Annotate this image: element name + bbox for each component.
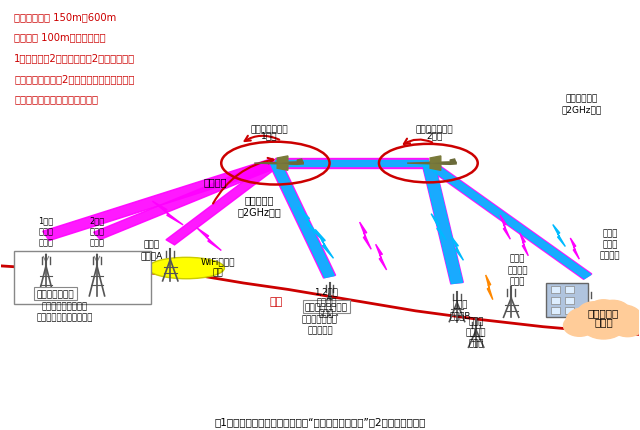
Text: 離着陸ポイント: 離着陸ポイント <box>36 289 74 298</box>
Text: あおば記念会館
付近を想定: あおば記念会館 付近を想定 <box>302 314 338 335</box>
Polygon shape <box>422 163 463 284</box>
Polygon shape <box>486 275 493 300</box>
Text: 通信用
地上局A: 通信用 地上局A <box>140 240 163 260</box>
Bar <box>565 287 573 294</box>
Polygon shape <box>424 161 592 280</box>
Polygon shape <box>297 160 303 164</box>
Text: 1機あるいは2機同時旋回（2機運用により: 1機あるいは2機同時旋回（2機運用により <box>14 53 135 63</box>
Text: メッシュ網: メッシュ網 <box>588 307 619 317</box>
Polygon shape <box>553 225 565 247</box>
Text: 小型無人航空機: 小型無人航空機 <box>250 125 288 134</box>
Text: 制御用通信
（2GHz帯）: 制御用通信 （2GHz帯） <box>237 195 282 217</box>
Polygon shape <box>277 157 288 163</box>
Polygon shape <box>277 165 288 171</box>
Circle shape <box>602 305 640 332</box>
Polygon shape <box>275 161 428 167</box>
Text: 可搬型
メッシュ
基地局: 可搬型 メッシュ 基地局 <box>466 316 486 347</box>
Polygon shape <box>271 163 335 278</box>
Polygon shape <box>275 159 428 169</box>
Polygon shape <box>450 160 456 164</box>
Text: 旋回対地高度 150m～600m: 旋回対地高度 150m～600m <box>14 12 116 22</box>
Text: 1,2号機
モニタ用
地上局: 1,2号機 モニタ用 地上局 <box>314 286 339 317</box>
Text: 新キャンパス造成地
（旧クラブハウス付近）: 新キャンパス造成地 （旧クラブハウス付近） <box>37 301 93 322</box>
Polygon shape <box>254 163 303 165</box>
Bar <box>551 307 559 314</box>
Polygon shape <box>196 228 221 251</box>
Polygon shape <box>316 230 333 259</box>
Text: 青葉山キャンパス: 青葉山キャンパス <box>305 302 348 311</box>
Circle shape <box>611 315 640 337</box>
Text: 固定型
メッシュ
基地局: 固定型 メッシュ 基地局 <box>508 254 528 286</box>
Polygon shape <box>570 239 579 260</box>
Polygon shape <box>430 157 441 163</box>
Circle shape <box>595 301 630 324</box>
Text: 天候・安全状況等により判断）: 天候・安全状況等により判断） <box>14 94 98 104</box>
Circle shape <box>578 302 611 324</box>
Text: 1号機
制御用
地上局: 1号機 制御用 地上局 <box>38 216 54 247</box>
Text: 図1　小型無人飛行機を活用した“無線中継システム”（2機中継の場合）: 図1 小型無人飛行機を活用した“無線中継システム”（2機中継の場合） <box>214 417 426 427</box>
Polygon shape <box>451 237 463 261</box>
Polygon shape <box>520 233 528 256</box>
Bar <box>565 307 573 314</box>
Circle shape <box>588 300 619 321</box>
Circle shape <box>563 315 596 337</box>
Text: に接続: に接続 <box>594 316 613 326</box>
Text: 通信用
地上局B: 通信用 地上局B <box>449 299 471 319</box>
Ellipse shape <box>148 258 225 279</box>
Text: 1号機: 1号機 <box>260 131 277 140</box>
Circle shape <box>566 308 604 333</box>
Polygon shape <box>500 215 510 240</box>
Polygon shape <box>422 163 463 284</box>
Text: 旋回半径 100m前後（予定）: 旋回半径 100m前後（予定） <box>14 33 106 43</box>
Polygon shape <box>298 207 320 238</box>
Text: 2号機
制御用
地上局: 2号機 制御用 地上局 <box>90 216 104 247</box>
Text: 通信距離を拡大。2機運用するかどうかは、: 通信距離を拡大。2機運用するかどうかは、 <box>14 74 134 83</box>
Polygon shape <box>430 165 441 171</box>
Bar <box>551 287 559 294</box>
Text: 2号機: 2号機 <box>426 131 443 140</box>
Polygon shape <box>425 162 591 279</box>
Text: 小型無人航空機: 小型無人航空機 <box>416 125 454 134</box>
Text: 制御用
地上局
（予備）: 制御用 地上局 （予備） <box>600 229 620 260</box>
Polygon shape <box>269 163 335 278</box>
Polygon shape <box>376 245 387 270</box>
FancyBboxPatch shape <box>14 251 151 305</box>
Circle shape <box>581 309 627 339</box>
Text: WiFiゾーン
形成: WiFiゾーン 形成 <box>201 257 236 277</box>
Text: 地形: 地形 <box>269 297 282 307</box>
Bar <box>546 283 588 317</box>
Polygon shape <box>152 202 183 225</box>
Polygon shape <box>407 163 456 165</box>
Bar <box>551 297 559 304</box>
Polygon shape <box>166 161 280 246</box>
Polygon shape <box>43 159 278 241</box>
Polygon shape <box>431 214 446 240</box>
Text: データ用通信
（2GHz帯）: データ用通信 （2GHz帯） <box>561 95 602 114</box>
Bar <box>565 297 573 304</box>
Polygon shape <box>360 223 371 250</box>
Text: 飛行経路: 飛行経路 <box>203 177 227 187</box>
Polygon shape <box>93 160 278 240</box>
